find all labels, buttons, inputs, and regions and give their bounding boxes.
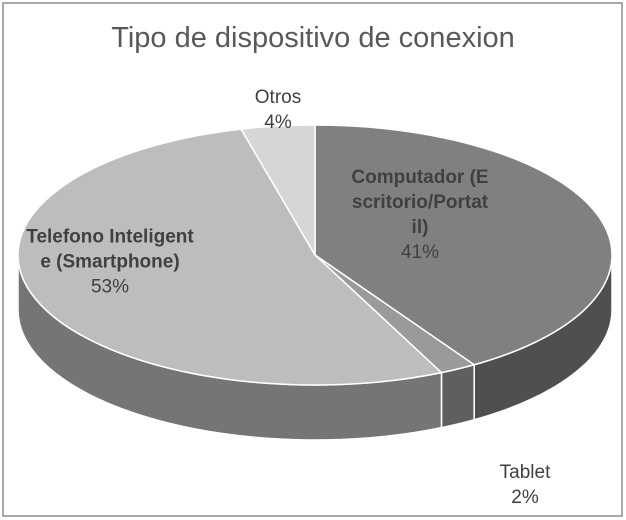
slice — [314, 124, 613, 366]
category-label: Telefono Inteligente (Smartphone) — [26, 226, 194, 273]
pie — [17, 124, 613, 441]
slice — [17, 128, 444, 386]
value-label: 2% — [511, 487, 539, 508]
data-label: Telefono Inteligente (Smartphone) 53% — [25, 225, 195, 300]
slice — [239, 124, 316, 258]
value-label: 41% — [400, 242, 440, 263]
data-label: Tablet 2% — [485, 460, 565, 510]
data-label: Otros 4% — [238, 85, 318, 135]
category-label: Tablet — [499, 462, 551, 483]
slice-side — [440, 363, 475, 429]
value-label: 53% — [90, 276, 130, 298]
chart-title: Tipo de dispositivo de conexion — [111, 22, 515, 54]
data-label: Computador (Escritorio/Portatil) 41% — [350, 165, 490, 265]
value-label: 4% — [264, 112, 292, 133]
category-label: Computador (Escritorio/Portatil) — [351, 167, 489, 238]
category-label: Otros — [254, 87, 302, 108]
